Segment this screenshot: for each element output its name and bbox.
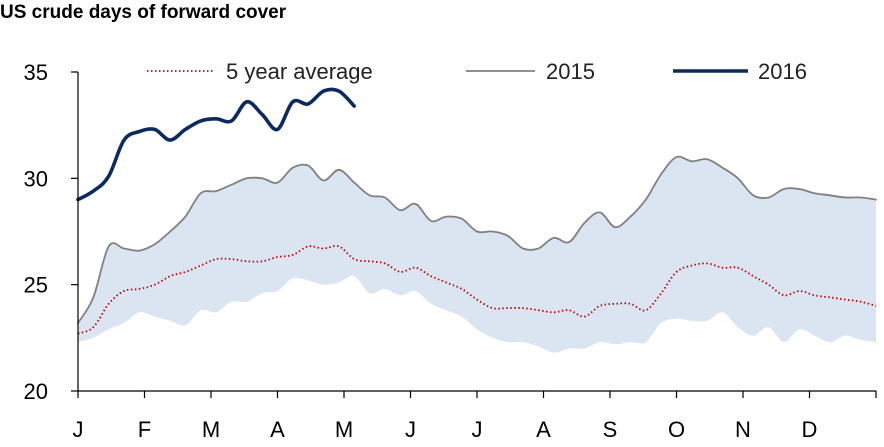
- x-tick-label: N: [735, 417, 751, 442]
- x-tick-label: J: [472, 417, 483, 442]
- axis-layer: 20 25 30 35 J F M A M J J A S O N D: [24, 60, 877, 442]
- legend-label-5-year-average: 5 year average: [226, 59, 373, 84]
- series-line-5-year-average: [77, 245, 877, 335]
- x-tick-label: A: [270, 417, 285, 442]
- chart-title: US crude days of forward cover: [0, 2, 287, 23]
- x-tick-label: O: [668, 417, 685, 442]
- series-layer: [76, 87, 877, 335]
- range-band-layer: [78, 156, 876, 353]
- series-line-2016: [76, 87, 356, 202]
- x-tick-label: S: [603, 417, 618, 442]
- x-tick-label: M: [202, 417, 220, 442]
- x-tick-label: A: [536, 417, 551, 442]
- y-tick-label: 20: [24, 379, 48, 404]
- range-band: [78, 156, 876, 353]
- y-tick-label: 35: [24, 60, 48, 85]
- legend-label-2016: 2016: [758, 59, 807, 84]
- y-tick-label: 25: [24, 273, 48, 298]
- x-tick-label: D: [802, 417, 818, 442]
- x-tick-label: J: [73, 417, 84, 442]
- y-tick-label: 30: [24, 166, 48, 191]
- legend-label-2015: 2015: [546, 59, 595, 84]
- x-tick-label: F: [138, 417, 151, 442]
- x-tick-label: J: [405, 417, 416, 442]
- series-line-2015: [77, 155, 877, 324]
- x-tick-label: M: [335, 417, 353, 442]
- legend: 5 year average 2015 2016: [147, 59, 807, 84]
